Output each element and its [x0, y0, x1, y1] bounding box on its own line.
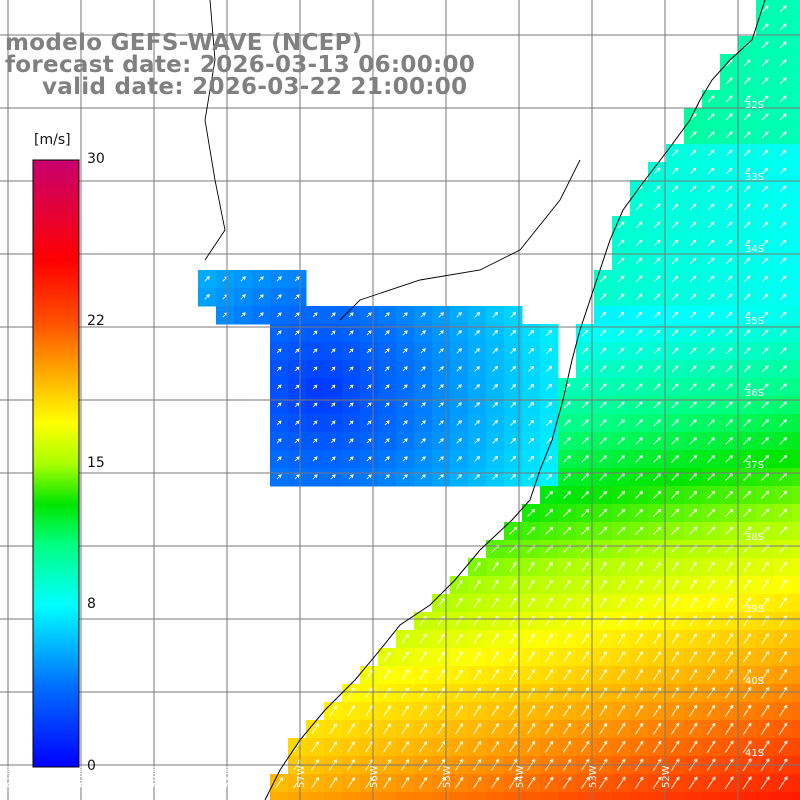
- lon-label: 59W: [150, 765, 161, 788]
- lat-label: 34S: [745, 244, 764, 255]
- colorbar: [32, 159, 80, 768]
- lon-label: 56W: [369, 765, 380, 788]
- model-title: modelo GEFS-WAVE (NCEP): [5, 30, 363, 56]
- lon-label: 55W: [442, 765, 453, 788]
- lat-label: 33S: [745, 172, 764, 183]
- coastline: [264, 0, 766, 800]
- map-axis-labels: 32S 33S 34S 35S 36S 37S 38S 39S 40S 41S 61W 60W 59W 5…: [4, 100, 764, 788]
- lon-label: 60W: [77, 765, 88, 788]
- lat-label: 32S: [745, 100, 764, 111]
- wind-arrows: [204, 5, 788, 790]
- forecast-date: forecast date: 2026-03-13 06:00:00: [5, 52, 476, 78]
- colorbar-tick-label: 30: [87, 151, 105, 167]
- colorbar-tick-label: 0: [87, 758, 96, 774]
- lon-label: 52W: [661, 765, 672, 788]
- border-lines: [204, 0, 581, 321]
- lat-label: 37S: [745, 460, 764, 471]
- lat-label: 36S: [745, 388, 764, 399]
- valid-date: valid date: 2026-03-22 21:00:00: [42, 74, 468, 100]
- lon-label: 57W: [296, 765, 307, 788]
- lat-label: 40S: [745, 676, 764, 687]
- lat-label: 41S: [745, 748, 764, 759]
- lat-label: 39S: [745, 604, 764, 615]
- lat-label: 35S: [745, 316, 764, 327]
- lon-label: 54W: [515, 765, 526, 788]
- colorbar-unit: [m/s]: [34, 132, 71, 148]
- lon-label: 58W: [223, 765, 234, 788]
- lon-label: 53W: [588, 765, 599, 788]
- colorbar-tick-label: 8: [87, 596, 96, 613]
- lon-label: 61W: [4, 765, 15, 788]
- colorbar-tick-label: 22: [87, 312, 105, 329]
- lat-label: 38S: [745, 532, 764, 543]
- colorbar-tick-label: 15: [87, 454, 105, 471]
